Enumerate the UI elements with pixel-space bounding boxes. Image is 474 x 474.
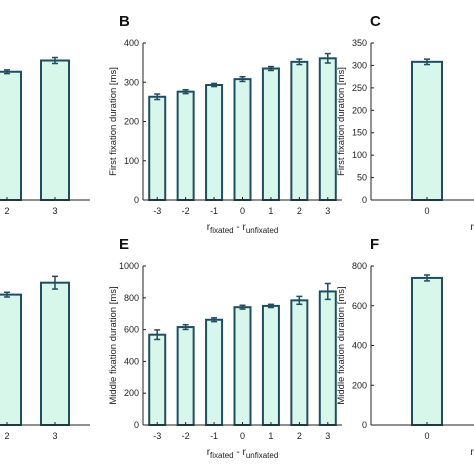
- x-tick-label: 2: [297, 431, 302, 441]
- x-tick-label: 2: [4, 206, 9, 216]
- y-tick-label: 0: [134, 420, 139, 430]
- bar-0: [411, 60, 443, 202]
- bar-2: [0, 70, 22, 201]
- y-tick-label: 100: [124, 156, 139, 166]
- panel-letter-e: E: [119, 236, 129, 253]
- x-tick-label: 0: [240, 206, 245, 216]
- x-tick-label: 3: [325, 431, 330, 441]
- x-tick-label: 3: [52, 206, 57, 216]
- x-tick-label: -2: [182, 206, 190, 216]
- bar--2: [176, 90, 195, 201]
- bar-2: [0, 293, 22, 426]
- bar--1: [205, 318, 224, 427]
- x-tick-label: 0: [424, 206, 429, 216]
- x-tick-label: 1: [268, 431, 273, 441]
- bar-2: [290, 299, 309, 426]
- x-tick-label: 3: [52, 431, 57, 441]
- panel-f: 0 0 200 400 600 800 Middle fixation duration […: [336, 236, 474, 458]
- bar-0: [233, 306, 252, 426]
- y-tick-label: 200: [124, 117, 139, 127]
- y-tick-label: 0: [362, 420, 367, 430]
- y-tick-label: 200: [352, 380, 367, 390]
- y-tick-label: 250: [352, 83, 367, 93]
- y-tick-label: 1000: [119, 261, 139, 271]
- x-tick-label: 0: [240, 431, 245, 441]
- x-axis-label: rfixated - runfixated: [207, 222, 279, 235]
- bar--3: [148, 95, 167, 201]
- panel-letter-b: B: [119, 13, 130, 30]
- x-tick-label: -1: [210, 206, 218, 216]
- y-tick-label: 0: [362, 195, 367, 205]
- y-tick-label: 600: [352, 301, 367, 311]
- y-tick-label: 300: [124, 77, 139, 87]
- bar-0: [233, 78, 252, 201]
- y-tick-label: 50: [357, 173, 367, 183]
- y-tick-label: 150: [352, 128, 367, 138]
- y-tick-label: 200: [124, 388, 139, 398]
- x-tick-label: -1: [210, 431, 218, 441]
- bar-1: [261, 67, 280, 201]
- x-axis-label: r: [470, 222, 474, 233]
- x-axis-label: r: [470, 447, 474, 458]
- x-axis-label: rfixated - runfixated: [207, 447, 279, 460]
- y-tick-label: 100: [352, 150, 367, 160]
- x-tick-label: -2: [182, 431, 190, 441]
- bar--2: [176, 326, 195, 426]
- bar-3: [40, 281, 70, 426]
- y-axis-label: First fixation duration [ms]: [108, 67, 119, 176]
- y-tick-label: 400: [352, 341, 367, 351]
- bar--1: [205, 83, 224, 201]
- bar-3: [40, 59, 70, 201]
- bar-1: [261, 304, 280, 426]
- x-tick-label: -3: [153, 431, 161, 441]
- y-axis-label: Middle fixation duration [ms]: [108, 286, 119, 404]
- x-tick-label: 2: [297, 206, 302, 216]
- bar-0: [411, 276, 443, 426]
- y-tick-label: 0: [134, 195, 139, 205]
- y-axis-label: First fixation duration [ms]: [336, 67, 347, 176]
- y-tick-label: 800: [124, 293, 139, 303]
- y-tick-label: 400: [124, 356, 139, 366]
- bar-3: [318, 57, 337, 202]
- x-tick-label: 0: [424, 431, 429, 441]
- y-tick-label: 600: [124, 325, 139, 335]
- panel-letter-c: C: [370, 13, 381, 30]
- x-tick-label: 3: [325, 206, 330, 216]
- y-tick-label: 200: [352, 105, 367, 115]
- x-tick-label: 2: [4, 431, 9, 441]
- y-tick-label: 350: [352, 38, 367, 48]
- y-tick-label: 400: [124, 38, 139, 48]
- x-tick-label: 1: [268, 206, 273, 216]
- y-tick-label: 300: [352, 60, 367, 70]
- panel-c: 0 0 50 100 150 200 250 300 350 First fixation dur…: [336, 13, 474, 233]
- bar--3: [148, 333, 167, 426]
- panel-e: -3 -2 -1 0 1 2 3 0 200 400 600 800 1000 Middle fixati…: [108, 236, 342, 460]
- bar-3: [318, 290, 337, 426]
- y-tick-label: 800: [352, 261, 367, 271]
- panel-letter-f: F: [370, 236, 379, 253]
- y-axis-label: Middle fixation duration [ms]: [336, 286, 347, 404]
- bar-2: [290, 60, 309, 202]
- panel-b: -3 -2 -1 0 1 2 3 0 100 200 300 400 First fixation du…: [108, 13, 342, 235]
- x-tick-label: -3: [153, 206, 161, 216]
